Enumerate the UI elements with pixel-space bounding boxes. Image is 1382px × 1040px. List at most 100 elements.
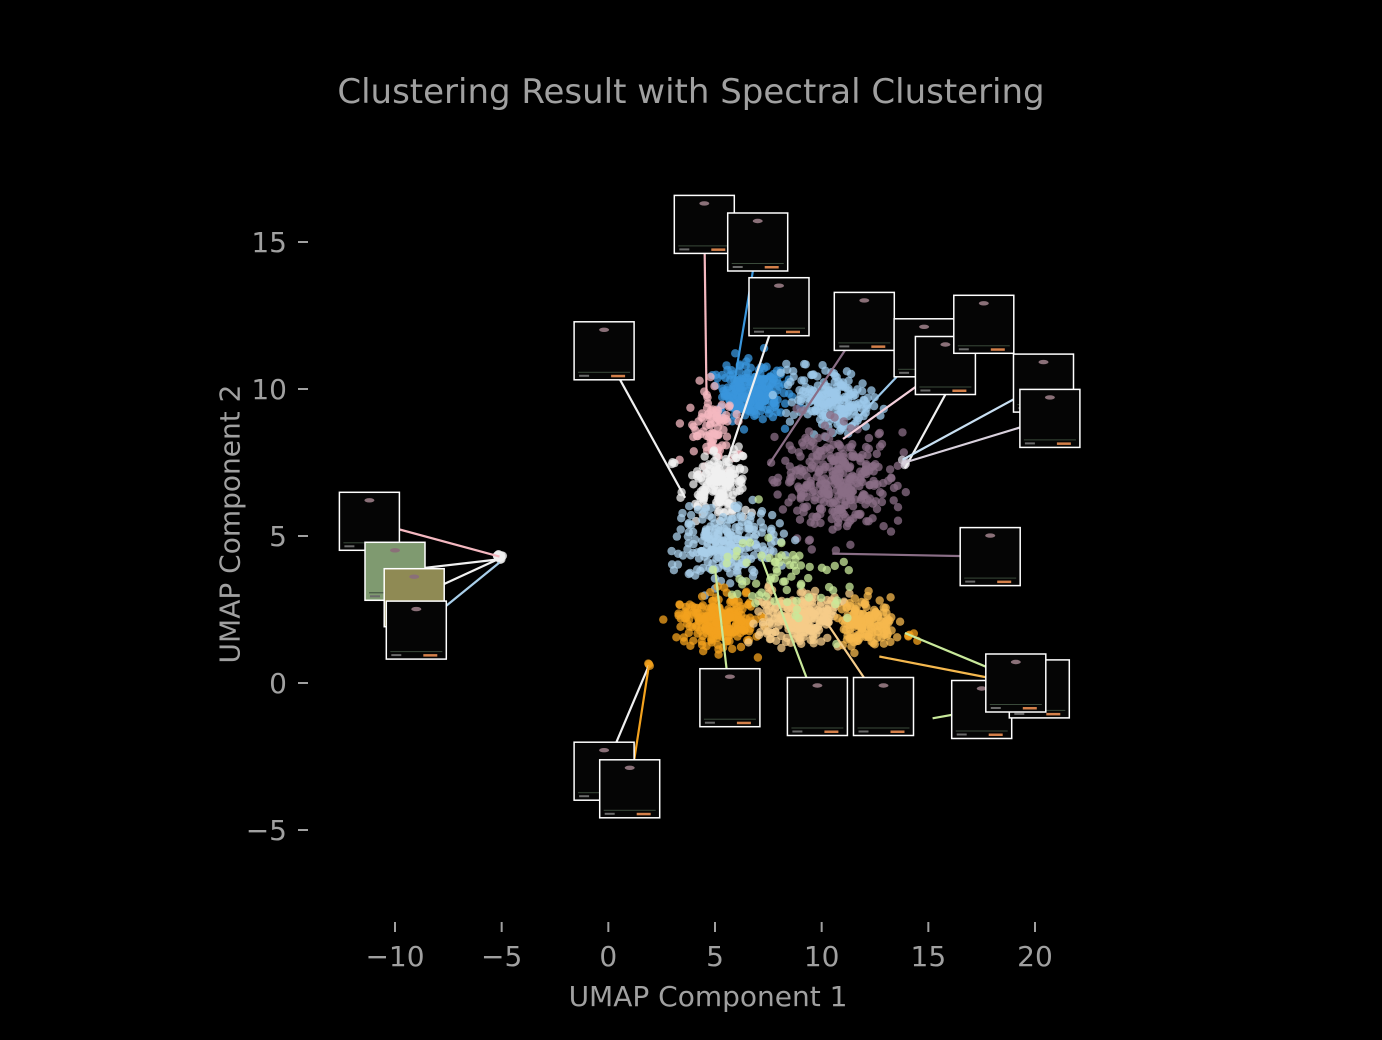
data-point <box>722 559 731 568</box>
data-point <box>707 636 716 645</box>
data-point <box>828 525 837 534</box>
data-point <box>859 490 868 499</box>
data-point <box>899 448 908 457</box>
thumbnail-image <box>598 759 661 819</box>
data-point <box>779 529 789 538</box>
data-point <box>732 546 742 556</box>
data-point <box>754 495 763 504</box>
data-point <box>816 479 825 488</box>
data-point <box>868 514 877 523</box>
data-point <box>846 424 855 433</box>
data-point <box>850 495 860 504</box>
data-point <box>877 497 887 507</box>
data-point <box>799 441 808 450</box>
data-point <box>751 599 760 608</box>
data-point <box>839 417 848 426</box>
data-point <box>775 519 784 528</box>
data-point <box>754 607 763 616</box>
data-point <box>754 591 764 600</box>
data-point <box>702 533 711 542</box>
data-point <box>746 363 755 372</box>
data-point <box>757 551 766 560</box>
data-point <box>772 567 782 577</box>
data-point <box>700 452 709 461</box>
data-point <box>726 579 735 588</box>
data-point <box>831 371 840 381</box>
data-point <box>771 627 780 636</box>
data-point <box>850 594 859 603</box>
data-point <box>867 462 876 472</box>
data-point <box>734 479 744 489</box>
data-point <box>817 452 827 461</box>
data-point <box>770 574 779 583</box>
data-point <box>748 565 757 575</box>
thumbnail-image <box>673 194 736 255</box>
data-point <box>726 569 735 578</box>
data-point <box>715 460 725 469</box>
data-point <box>787 398 796 407</box>
thumbnail-image <box>573 321 635 381</box>
data-point <box>786 468 796 477</box>
data-point <box>703 399 713 408</box>
data-point <box>709 435 718 445</box>
x-axis-label: UMAP Component 1 <box>568 980 848 1013</box>
data-point <box>816 518 825 528</box>
data-point <box>674 549 683 558</box>
data-point <box>822 604 832 614</box>
data-point <box>668 458 677 467</box>
data-point <box>746 511 756 521</box>
data-point <box>816 504 825 513</box>
data-point <box>756 517 765 527</box>
data-point <box>835 451 844 460</box>
data-point <box>756 627 765 637</box>
data-point <box>850 648 859 658</box>
data-point <box>815 616 824 625</box>
data-point <box>694 474 703 483</box>
data-point <box>775 382 784 391</box>
data-point <box>856 467 865 476</box>
data-point <box>724 537 734 546</box>
data-point <box>879 522 888 531</box>
data-point <box>698 515 707 524</box>
data-point <box>895 617 905 626</box>
data-point <box>644 659 653 668</box>
data-point <box>817 563 827 572</box>
data-point <box>848 471 857 480</box>
data-point <box>771 557 780 567</box>
thumbnail-image <box>726 212 789 272</box>
data-point <box>765 618 774 628</box>
data-point <box>679 633 688 642</box>
data-point <box>796 628 805 638</box>
data-point <box>769 547 778 556</box>
data-point <box>723 528 732 537</box>
data-point <box>785 417 795 426</box>
data-point <box>732 566 742 575</box>
data-point <box>845 582 854 591</box>
data-point <box>756 377 765 386</box>
thumbnail-image <box>833 291 896 352</box>
data-point <box>717 545 726 555</box>
data-point <box>723 622 732 631</box>
data-point <box>697 603 706 612</box>
data-point <box>779 577 788 586</box>
data-point <box>672 633 681 642</box>
data-point <box>882 620 891 629</box>
data-point <box>793 506 802 515</box>
data-point <box>737 375 747 384</box>
data-point <box>785 462 794 471</box>
data-point <box>878 489 887 499</box>
data-point <box>799 376 809 385</box>
data-point <box>829 389 838 398</box>
y-tick-label: 10 <box>251 373 287 406</box>
thumbnail-image <box>959 526 1021 587</box>
data-point <box>844 566 853 575</box>
data-point <box>786 477 795 486</box>
data-point <box>807 623 817 632</box>
data-point <box>738 451 747 461</box>
data-point <box>801 433 810 443</box>
data-point <box>694 554 704 563</box>
data-point <box>783 597 792 607</box>
data-point <box>669 566 679 575</box>
data-point <box>873 627 883 636</box>
